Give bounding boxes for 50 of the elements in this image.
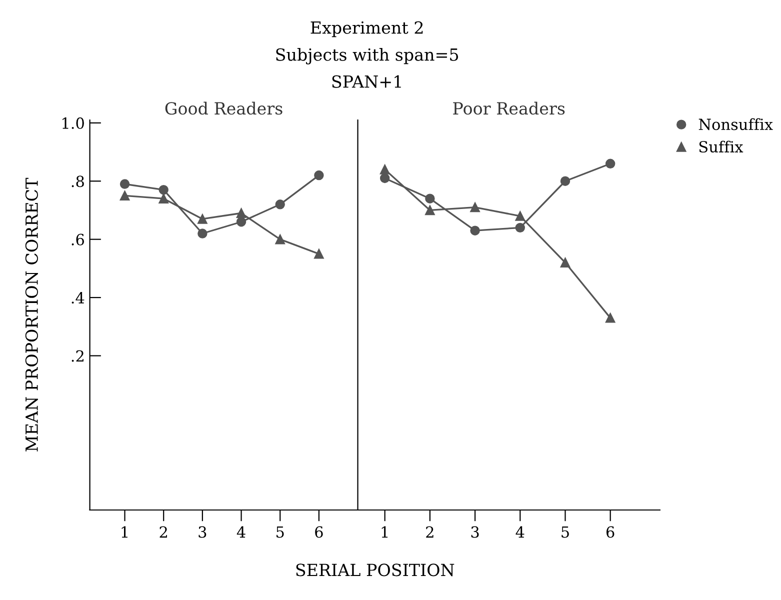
- x-tick-label: 2: [160, 526, 167, 538]
- point: [380, 164, 390, 174]
- legend-label: Suffix: [699, 140, 744, 153]
- point: [605, 158, 616, 169]
- point: [470, 226, 480, 236]
- y-tick-label: .2: [72, 350, 84, 362]
- point: [560, 176, 570, 186]
- point: [236, 217, 246, 227]
- x-tick-label: 4: [236, 526, 246, 538]
- y-tick-label: .4: [72, 292, 84, 304]
- x-tick-label: 1: [122, 526, 128, 538]
- point: [198, 228, 208, 238]
- point: [314, 170, 324, 180]
- x-tick-label: 2: [426, 526, 434, 538]
- text: Experiment 2: [310, 21, 423, 38]
- y-tick-label: 1.0: [62, 117, 84, 129]
- point: [425, 194, 435, 204]
- chart-title: Poor Readers: [453, 102, 565, 115]
- chart-title: Good Readers: [165, 102, 282, 115]
- point: [158, 184, 168, 195]
- x-axis-title: SERIAL POSITION: [296, 564, 454, 576]
- x-tick-label: 3: [471, 526, 479, 538]
- point: [515, 222, 525, 233]
- point: [470, 202, 480, 212]
- text: SPAN+1: [332, 75, 401, 88]
- x-tick-label: 6: [315, 526, 323, 538]
- x-tick-label: 3: [198, 526, 206, 538]
- point: [120, 190, 130, 201]
- point: [120, 179, 130, 189]
- point: [314, 249, 324, 259]
- legend-label: Nonsuffix: [698, 118, 773, 130]
- point: [158, 194, 168, 204]
- point: [380, 173, 390, 184]
- x-tick-label: 5: [562, 526, 569, 538]
- point: [236, 208, 246, 218]
- y-axis-title: MEAN PROPORTION CORRECT: [25, 178, 38, 452]
- point: [425, 205, 435, 216]
- point: [560, 258, 570, 268]
- y-tick-label: .8: [72, 176, 84, 188]
- x-tick-label: 1: [382, 526, 388, 538]
- x-tick-label: 5: [276, 526, 284, 538]
- point: [275, 234, 285, 244]
- x-tick-label: 4: [516, 526, 524, 538]
- point: [515, 211, 525, 221]
- point: [275, 200, 285, 210]
- point: [605, 313, 616, 323]
- point: [198, 214, 208, 224]
- text: Subjects with span=5: [276, 48, 458, 64]
- y-tick-label: .6: [72, 234, 84, 246]
- x-tick-label: 6: [606, 526, 614, 538]
